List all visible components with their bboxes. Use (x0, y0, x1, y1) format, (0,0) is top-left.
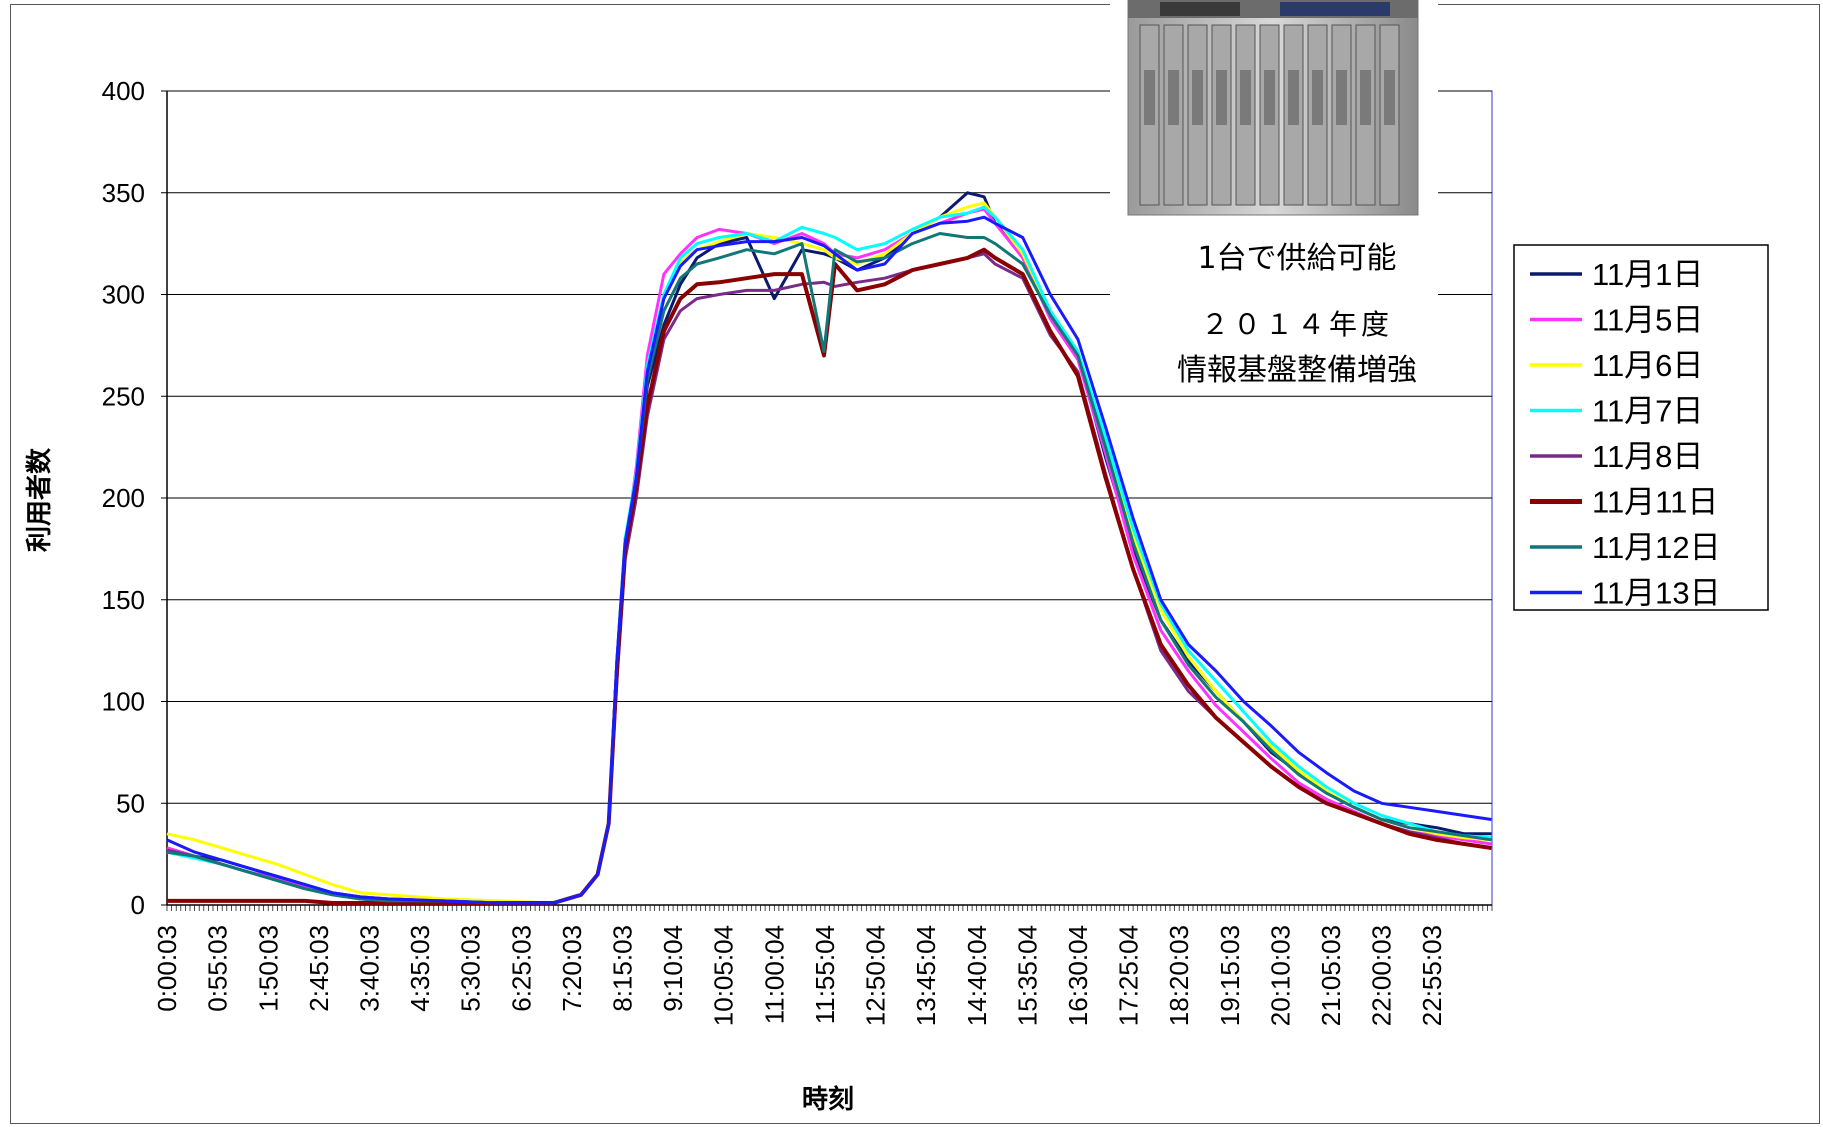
x-tick-label: 11:00:04 (759, 925, 789, 1024)
x-tick-label: 8:15:03 (608, 925, 638, 1012)
y-tick-label: 100 (102, 687, 145, 717)
rack-slot-detail (1312, 70, 1323, 125)
x-tick-label: 22:55:03 (1417, 925, 1447, 1026)
x-tick-label: 21:05:03 (1316, 925, 1346, 1026)
x-tick-label: 7:20:03 (557, 925, 587, 1012)
rack-slot-detail (1336, 70, 1347, 125)
y-tick-label: 150 (102, 585, 145, 615)
legend-entry: 11月5日 (1592, 303, 1703, 338)
x-tick-label: 4:35:03 (405, 925, 435, 1012)
y-tick-label: 50 (116, 788, 145, 818)
x-tick-label: 1:50:03 (253, 925, 283, 1012)
y-tick-label: 200 (102, 483, 145, 513)
x-tick-label: 5:30:03 (456, 925, 486, 1012)
y-tick-label: 0 (131, 890, 145, 920)
x-tick-label: 3:40:03 (354, 925, 384, 1012)
legend-entry: 11月13日 (1592, 576, 1721, 611)
x-tick-label: 9:10:04 (658, 925, 688, 1012)
legend-entry: 11月1日 (1592, 257, 1703, 292)
y-axis: 0 50 100 150 200 250 300 350 400 (102, 76, 1492, 920)
x-tick-label: 17:25:04 (1114, 925, 1144, 1026)
legend-entry: 11月12日 (1592, 530, 1721, 565)
y-tick-label: 250 (102, 381, 145, 411)
y-tick-label: 300 (102, 280, 145, 310)
caption-line-2: ２０１４年度 (1201, 308, 1393, 341)
server-rack-image (1110, 0, 1438, 310)
x-tick-label: 6:25:03 (506, 925, 536, 1012)
x-axis-minor-ticks (166, 905, 1493, 911)
x-tick-label: 19:15:03 (1215, 925, 1245, 1026)
chart-frame (10, 4, 1820, 1124)
x-tick-label: 13:45:04 (911, 925, 941, 1026)
x-tick-label: 20:10:03 (1265, 925, 1295, 1026)
rack-top-vent (1160, 2, 1240, 16)
x-tick-label: 0:55:03 (203, 925, 233, 1012)
x-tick-label: 11:55:04 (810, 925, 840, 1024)
caption-line-3: 情報基盤整備増強 (1177, 353, 1417, 388)
x-axis: 0:00:03 0:55:03 1:50:03 2:45:03 3:40:03 4:35:… (152, 925, 1447, 1026)
y-tick-label: 400 (102, 76, 145, 106)
caption-line-1: 1台で供給可能 (1197, 241, 1396, 276)
series-line (166, 215, 1492, 905)
rack-slot-detail (1360, 70, 1371, 125)
legend-entry: 11月6日 (1592, 348, 1703, 383)
x-tick-label: 12:50:04 (861, 925, 891, 1026)
y-tick-label: 350 (102, 178, 145, 208)
x-tick-label: 14:40:04 (962, 925, 992, 1026)
x-tick-label: 10:05:04 (709, 925, 739, 1026)
series-lines (166, 191, 1492, 905)
rack-slot-detail (1192, 70, 1203, 125)
series-line (167, 247, 1492, 905)
legend-entry: 11月8日 (1592, 439, 1703, 474)
x-minor-tick-marks (166, 905, 1493, 911)
rack-slot-detail (1216, 70, 1227, 125)
rack-slot-detail (1384, 70, 1395, 125)
rack-slot-detail (1168, 70, 1179, 125)
rack-slot-detail (1144, 70, 1155, 125)
legend-entry: 11月7日 (1592, 394, 1703, 429)
x-tick-label: 22:00:03 (1367, 925, 1397, 1026)
legend-entry: 11月11日 (1592, 485, 1718, 520)
x-tick-label: 2:45:03 (304, 925, 334, 1012)
rack-slot-detail (1264, 70, 1275, 125)
legend: 11月1日 11月5日 11月6日 11月7日 11月8日 11月11日 11月12日 11月… (1513, 244, 1769, 611)
x-tick-label: 16:30:04 (1063, 925, 1093, 1026)
x-tick-label: 18:20:03 (1164, 925, 1194, 1026)
rack-top-panel (1280, 2, 1390, 16)
x-axis-title: 時刻 (802, 1084, 854, 1115)
rack-slot-detail (1288, 70, 1299, 125)
rack-slot-detail (1240, 70, 1251, 125)
x-tick-label: 0:00:03 (152, 925, 182, 1012)
y-axis-title: 利用者数 (25, 447, 55, 552)
x-tick-label: 15:35:04 (1012, 925, 1042, 1026)
